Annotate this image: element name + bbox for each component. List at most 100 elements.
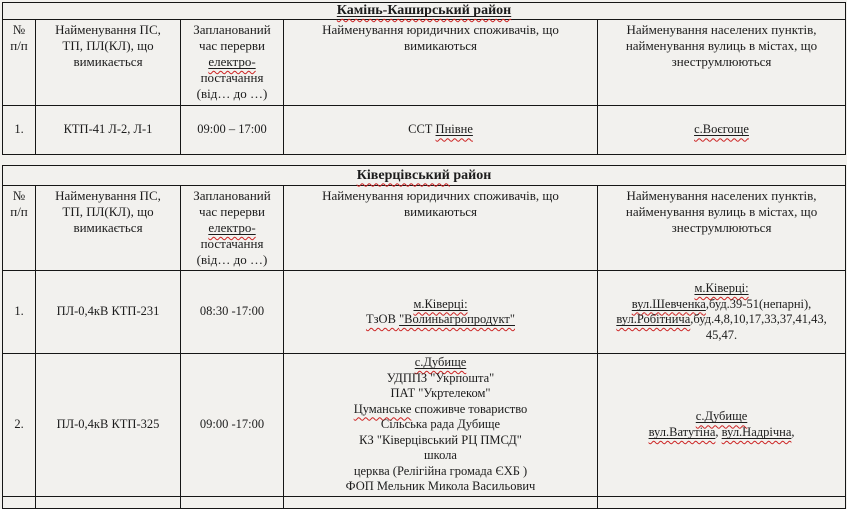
- text-line: 08:30 -17:00: [183, 304, 281, 320]
- text-line: ССТ Пнівне: [286, 122, 595, 138]
- text-segment: 09:00 -17:00: [199, 417, 265, 431]
- text-segment: КТП-41 Л-2, Л-1: [63, 122, 153, 137]
- text-segment: Запланований: [193, 188, 271, 203]
- text-line: (від… до …): [183, 252, 281, 268]
- text-segment: електро-: [208, 54, 255, 69]
- text-segment: Сільська рада Дубище: [380, 417, 501, 431]
- col-header-facility: Найменування ПС, ТП, ПЛ(КЛ), що вимикаєтьс…: [35, 185, 181, 271]
- text-segment: постачання: [200, 236, 264, 251]
- text-line: ТзОВ "Волиньагропродукт": [286, 312, 595, 328]
- text-segment: вимикається: [73, 54, 143, 69]
- text-line: Найменування юридичних споживачів, що: [286, 188, 595, 204]
- text-line: ПАТ "Укртелеком": [286, 386, 595, 402]
- cell-num: 1.: [2, 105, 36, 155]
- text-line: м.Ківерці:: [286, 297, 595, 313]
- cell-time: 08:30 -17:00: [180, 270, 284, 354]
- text-line: с.Воєгоще: [600, 122, 843, 138]
- text-line: вимикаються: [286, 38, 595, 54]
- text-line: школа: [286, 448, 595, 464]
- text-line: п/п: [5, 38, 33, 54]
- text-segment: ФОП Мельник Микола Васильович: [345, 479, 536, 493]
- text-segment: ТзОВ: [365, 312, 400, 326]
- text-segment: ПЛ-0,4кВ КТП-231: [56, 304, 160, 319]
- text-segment: район: [449, 167, 492, 183]
- text-segment: церква (Релігійна громада ЄХБ ): [353, 463, 528, 478]
- cell-time: 09:00 – 17:00: [180, 105, 284, 155]
- text-segment: ТП, ПЛ(КЛ), що: [62, 38, 154, 53]
- text-line: ТП, ПЛ(КЛ), що: [38, 204, 178, 220]
- district-title-row: Камінь-Каширський район: [1, 2, 847, 20]
- text-line: 1.: [5, 122, 33, 138]
- text-line: 09:00 – 17:00: [183, 122, 281, 138]
- col-header-settlements: Найменування населених пунктів, найменува…: [596, 185, 847, 271]
- text-segment: Найменування ПС,: [55, 188, 161, 203]
- text-line: Запланований: [183, 22, 281, 38]
- district-title: Ківерцівський район: [1, 165, 847, 186]
- text-segment: 08:30 -17:00: [199, 304, 265, 319]
- text-line: №: [5, 188, 33, 204]
- text-segment: 2.: [14, 417, 24, 431]
- text-segment: Найменування юридичних споживачів, що: [322, 22, 559, 37]
- text-segment: с.Воєгоще: [694, 122, 749, 136]
- text-segment: ПАТ "Укртелеком": [390, 386, 491, 400]
- text-segment: "Волиньагропродукт": [399, 312, 515, 326]
- col-header-facility: Найменування ПС, ТП, ПЛ(КЛ), що вимикаєтьс…: [35, 19, 181, 106]
- text-segment: вул.Робітнича: [616, 312, 690, 326]
- cell-settlements: м.Ківерці: вул.Шевченка,буд.39-51(непарні…: [596, 270, 847, 354]
- text-segment: с.Дубище: [415, 355, 467, 369]
- col-header-consumers: Найменування юридичних споживачів, що вим…: [283, 185, 598, 271]
- text-segment: 45,47.: [705, 327, 738, 342]
- text-line: 45,47.: [600, 328, 843, 344]
- text-line: постачання: [183, 236, 281, 252]
- text-line: КТП-41 Л-2, Л-1: [38, 122, 178, 138]
- text-line: вимикається: [38, 220, 178, 236]
- cell-facility: ПЛ-0,4кВ КТП-231: [35, 270, 181, 354]
- text-line: Найменування населених пунктів,: [600, 22, 843, 38]
- district-table-kivertsivskyi: Ківерцівський район № п/п Найменування ПС, Т…: [1, 165, 847, 509]
- header-row: № п/п Найменування ПС, ТП, ПЛ(КЛ), що вимика…: [2, 185, 847, 271]
- text-segment: споживче товариство: [411, 401, 528, 416]
- text-segment: 1.: [14, 122, 24, 137]
- text-segment: ССТ: [408, 122, 436, 137]
- cell-num: [2, 495, 36, 509]
- text-segment: №: [12, 22, 26, 37]
- text-line: 09:00 -17:00: [183, 417, 281, 433]
- text-segment: с.Дубище: [695, 409, 748, 424]
- text-line: Цуманське споживче товариство: [286, 402, 595, 418]
- cell-consumers: м.Ківерці: ТзОВ "Волиньагропродукт": [283, 270, 598, 354]
- text-line: п/п: [5, 204, 33, 220]
- text-segment: вимикаються: [403, 38, 478, 53]
- text-segment: КЗ "Ківерцівський РЦ ПМСД": [359, 432, 522, 447]
- col-header-num: № п/п: [2, 19, 36, 106]
- text-line: церква (Релігійна громада ЄХБ ): [286, 464, 595, 480]
- text-segment: УДППЗ "Укрпошта": [386, 370, 495, 385]
- text-segment: знеструмлюються: [671, 54, 772, 69]
- text-line: вул.Ватутіна, вул.Надрічна,: [600, 425, 843, 441]
- text-segment: Найменування ПС,: [55, 22, 161, 37]
- text-segment: ,: [791, 424, 795, 439]
- text-line: найменування вулиць в містах, що: [600, 204, 843, 220]
- text-line: постачання: [183, 70, 281, 86]
- text-segment: найменування вулиць в містах, що: [625, 38, 818, 53]
- text-segment: ПЛ-0,4кВ КТП-325: [56, 417, 160, 431]
- text-segment: вул.Шевченка: [631, 296, 706, 311]
- text-segment: вул.Робітнича: [616, 312, 691, 326]
- district-title: Камінь-Каширський район: [1, 2, 847, 20]
- col-header-time: Запланований час перерви електро-постачанн…: [180, 185, 284, 271]
- col-header-settlements: Найменування населених пунктів, найменува…: [596, 19, 847, 106]
- text-segment: вул.Ватутіна: [649, 425, 716, 439]
- text-line: вул.Робітнича,буд.4,8,10,17,33,37,41,43,: [600, 312, 843, 328]
- cell-settlements: [596, 495, 847, 509]
- text-segment: Запланований: [193, 22, 271, 37]
- text-segment: 1.: [14, 304, 24, 319]
- text-segment: ,буд.39-51(непарні),: [705, 296, 812, 311]
- text-segment: Камінь-Каширський район: [337, 3, 511, 18]
- text-line: ФОП Мельник Микола Васильович: [286, 479, 595, 495]
- district-table-kamin-kashyrskyi: Камінь-Каширський район № п/п Найменування …: [1, 2, 847, 155]
- text-segment: вул.Шевченка: [632, 297, 706, 311]
- table-row: 1. КТП-41 Л-2, Л-1 09:00 – 17:00 ССТ Пнівне…: [2, 105, 847, 155]
- text-line: КЗ "Ківерцівський РЦ ПМСД": [286, 433, 595, 449]
- text-line: знеструмлюються: [600, 54, 843, 70]
- cell-settlements: с.Дубище вул.Ватутіна, вул.Надрічна,: [596, 353, 847, 497]
- text-segment: Пнівне: [436, 122, 473, 136]
